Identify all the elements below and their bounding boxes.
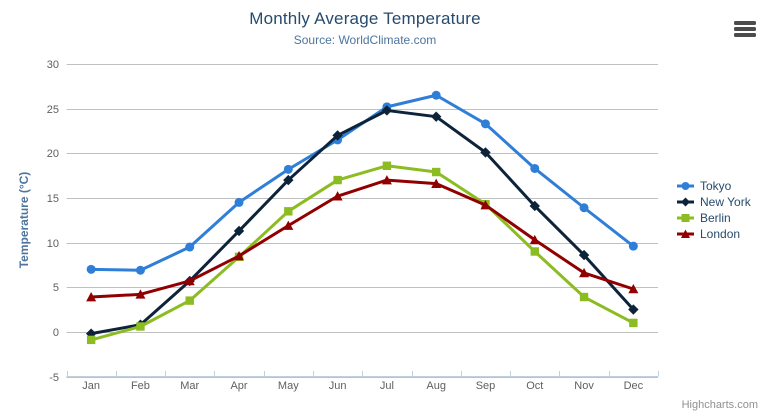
series-line-berlin [89,164,635,342]
y-axis-tick-label: 20 [47,148,59,160]
x-axis-category-label: Feb [131,380,150,392]
data-point-berlin-jun[interactable] [333,175,342,185]
credits-link[interactable]: Highcharts.com [681,399,758,411]
data-point-tokyo-nov[interactable] [579,203,589,213]
data-point-london-sep[interactable] [480,200,491,210]
export-menu-button[interactable] [733,20,757,38]
chart-title: Monthly Average Temperature [249,9,481,28]
data-point-berlin-oct[interactable] [530,247,539,256]
data-point-new-york-oct[interactable] [529,200,540,212]
data-point-new-york-aug[interactable] [430,111,442,122]
circle-marker-icon [677,182,694,190]
hamburger-icon [734,27,756,31]
legend-item-new-york[interactable]: New York [676,194,751,210]
data-point-london-mar[interactable] [184,275,195,286]
x-axis-category-label: Jul [380,380,394,392]
data-point-berlin-jan[interactable] [86,335,96,345]
data-point-new-york-sep[interactable] [480,147,491,158]
data-point-tokyo-may[interactable] [283,164,293,174]
x-axis-category-label: Oct [526,380,543,392]
data-point-tokyo-feb[interactable] [135,265,145,275]
y-axis-tick-label: 0 [53,327,59,339]
data-point-berlin-feb[interactable] [136,322,145,331]
x-axis-category-label: Jun [329,380,347,392]
data-point-tokyo-dec[interactable] [628,241,638,251]
data-point-new-york-dec[interactable] [628,304,639,315]
data-point-london-aug[interactable] [431,178,442,188]
data-point-london-dec[interactable] [628,284,639,294]
x-axis-category-label: Jan [82,380,100,392]
y-axis-tick-label: 5 [53,282,59,294]
legend-item-tokyo[interactable]: Tokyo [676,178,751,194]
data-point-london-jun[interactable] [332,191,343,201]
data-point-london-may[interactable] [283,220,294,230]
data-point-new-york-jul[interactable] [381,105,393,116]
legend-item-london[interactable]: London [676,226,751,242]
x-axis-category-label: Sep [476,380,496,392]
diamond-marker-icon [677,197,694,207]
data-point-berlin-may[interactable] [284,207,293,216]
data-point-berlin-aug[interactable] [431,167,441,177]
legend-item-label: London [700,227,741,241]
data-point-london-jul[interactable] [381,175,392,185]
series-line-new-york [89,108,635,336]
chart-subtitle: Source: WorldClimate.com [293,33,437,47]
data-point-london-oct[interactable] [529,234,540,245]
legend: Tokyo New York Berlin London [676,178,751,242]
triangle-marker-icon [677,229,694,238]
hamburger-icon [734,33,756,37]
legend-item-berlin[interactable]: Berlin [676,210,751,226]
data-point-new-york-may[interactable] [283,174,294,186]
legend-item-label: Tokyo [700,179,732,193]
data-point-berlin-mar[interactable] [185,296,194,305]
y-axis-tick-label: 15 [47,193,59,205]
square-marker-icon [677,214,694,222]
legend-item-label: Berlin [700,211,731,225]
data-point-tokyo-mar[interactable] [185,242,195,252]
data-point-new-york-nov[interactable] [578,249,590,261]
x-axis-category-label: May [278,380,299,392]
x-axis-category-label: Aug [426,380,446,392]
data-point-new-york-apr[interactable] [233,225,245,237]
y-axis-tick-label: -5 [49,372,59,384]
data-point-london-nov[interactable] [579,267,590,278]
data-point-berlin-jul[interactable] [382,161,392,170]
x-axis-category-label: Apr [230,380,247,392]
data-point-tokyo-aug[interactable] [431,90,441,100]
data-point-london-jan[interactable] [86,292,97,302]
data-point-london-feb[interactable] [135,289,146,299]
y-axis-tick-label: 30 [47,59,59,71]
y-axis-tick-label: 10 [47,238,59,250]
y-axis-tick-label: 25 [47,104,59,116]
series-line-london [89,178,635,299]
data-point-tokyo-sep[interactable] [480,119,490,129]
x-axis-category-label: Nov [574,380,594,392]
data-point-london-apr[interactable] [234,250,245,261]
data-point-tokyo-oct[interactable] [530,163,540,173]
data-point-berlin-dec[interactable] [629,318,638,328]
x-axis-category-label: Dec [624,380,644,392]
data-point-new-york-jun[interactable] [332,130,343,141]
x-axis-category-label: Mar [180,380,199,392]
hamburger-icon [734,21,756,25]
data-point-berlin-nov[interactable] [579,292,589,302]
data-point-tokyo-apr[interactable] [234,197,244,207]
legend-item-label: New York [700,195,751,209]
y-axis-title: Temperature (°C) [17,171,31,269]
data-point-tokyo-jan[interactable] [86,264,96,274]
